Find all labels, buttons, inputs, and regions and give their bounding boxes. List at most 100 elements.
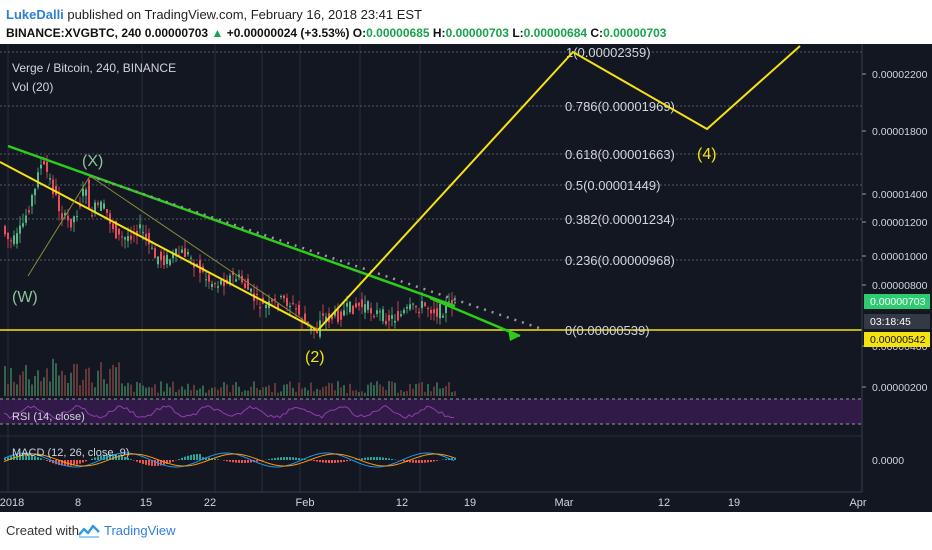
volume-bar (64, 375, 66, 396)
candle-body (106, 209, 108, 213)
x-tick-label: 22 (204, 497, 216, 509)
volume-bar (307, 390, 309, 396)
high-value: 0.00000703 (445, 26, 509, 40)
macd-histogram-bar (205, 457, 207, 460)
volume-bar (205, 392, 207, 396)
candle-body (433, 309, 435, 314)
volume-bar (142, 385, 144, 396)
candle-body (190, 257, 192, 259)
macd-histogram-bar (448, 458, 450, 460)
macd-histogram-bar (427, 460, 429, 463)
volume-bar (358, 392, 360, 396)
candle-body (370, 308, 372, 314)
macd-histogram-bar (202, 457, 204, 460)
volume-bar (409, 383, 411, 396)
tradingview-link[interactable]: TradingView (104, 523, 176, 538)
fib-label: 0.382(0.00001234) (565, 212, 675, 227)
volume-bar (268, 385, 270, 396)
candle-body (256, 293, 258, 296)
candle-body (199, 260, 201, 273)
macd-histogram-bar (37, 457, 39, 460)
candle-body (34, 188, 36, 196)
candle-body (43, 160, 45, 165)
macd-histogram-bar (199, 454, 201, 460)
rsi-line (3, 404, 455, 420)
macd-histogram-bar (28, 454, 30, 460)
volume-bar (217, 389, 219, 396)
author-link[interactable]: LukeDalli (6, 7, 64, 22)
macd-histogram-bar (289, 457, 291, 460)
volume-bar (349, 383, 351, 396)
macd-histogram-bar (34, 456, 36, 460)
macd-histogram-bar (373, 457, 375, 460)
macd-histogram-bar (64, 460, 66, 466)
macd-histogram-bar (274, 458, 276, 460)
volume-bar (241, 391, 243, 396)
grid (7, 44, 421, 492)
candle-body (52, 179, 54, 194)
y-tick-label: 0.00000200 (872, 382, 928, 394)
candle-body (355, 303, 357, 308)
high-label: H: (432, 26, 446, 40)
macd-histogram-bar (169, 460, 171, 463)
open-value: 0.00000685 (366, 26, 430, 40)
close-label: C: (590, 26, 604, 40)
signal-line (3, 453, 455, 467)
volume-bar (289, 381, 291, 396)
macd-histogram-bar (379, 457, 381, 460)
volume-bar (427, 384, 429, 396)
candle-body (322, 313, 324, 316)
volume-bar (70, 372, 72, 396)
candle-body (118, 228, 120, 235)
macd-histogram-bar (100, 455, 102, 460)
macd-histogram-bar (121, 455, 123, 460)
volume-bar (442, 387, 444, 396)
macd-histogram-bar (277, 457, 279, 460)
volume-bar (4, 366, 6, 396)
volume-bar (271, 391, 273, 396)
candle-body (13, 235, 15, 244)
green-arrow-extension (429, 296, 521, 338)
symbol-label: BINANCE:XVGBTC, 240 (6, 26, 142, 40)
macd-line (3, 452, 455, 468)
fib-label: 0.236(0.00000968) (565, 253, 675, 268)
volume-bar (322, 387, 324, 396)
volume-bar (124, 386, 126, 396)
dotted-trendline (89, 174, 546, 332)
macd-histogram-bar (349, 460, 351, 461)
candle-body (454, 302, 456, 304)
candle-body (19, 225, 21, 234)
price-chart[interactable]: 1(0.00002359) 0.786(0.00001969) 0.618(0.00… (0, 44, 932, 512)
volume-bar (226, 384, 228, 396)
macd-histogram-bar (370, 457, 372, 460)
candle-body (88, 179, 90, 209)
price-axis: 0.00002200 0.00001800 0.00001400 0.00001200… (861, 44, 930, 492)
price-badge-text: 0.00000542 (870, 334, 926, 346)
candle-body (448, 301, 450, 303)
candle-body (331, 315, 333, 320)
macd-histogram-bar (247, 460, 249, 463)
macd-histogram-bar (325, 460, 327, 463)
volume-bar (154, 384, 156, 396)
candle-body (37, 172, 39, 188)
candle-body (184, 248, 186, 258)
volume-bar (13, 381, 15, 396)
macd-histogram-bar (160, 460, 162, 466)
x-tick-label: Feb (296, 497, 315, 509)
macd-histogram-bar (421, 460, 423, 463)
candle-body (7, 232, 9, 240)
volume-bar (355, 390, 357, 396)
candle-body (223, 280, 225, 287)
volume-bar (10, 367, 12, 396)
volume-bar (82, 379, 84, 396)
macd-histogram-bar (454, 457, 456, 460)
macd-histogram-bar (403, 460, 405, 462)
price-badge (864, 314, 930, 329)
y-tick-label: 0.00000800 (872, 280, 928, 292)
macd-histogram-bar (295, 457, 297, 460)
volume-bar (430, 391, 432, 396)
volume-bar (43, 377, 45, 396)
candle-body (58, 195, 60, 212)
rsi-band (0, 399, 862, 424)
volume-bar (34, 376, 36, 396)
